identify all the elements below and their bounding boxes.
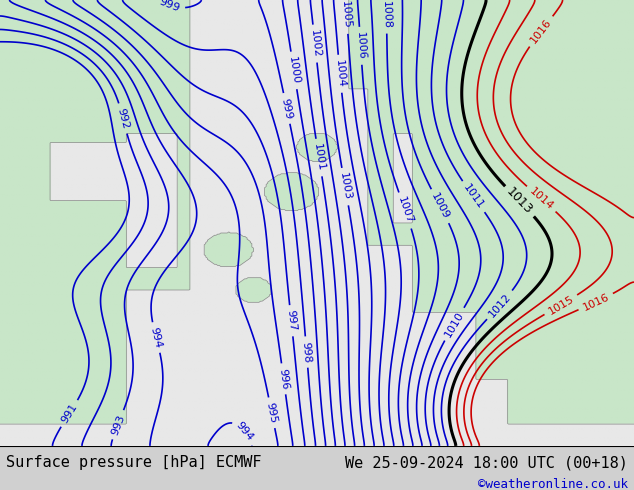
Text: 1004: 1004 (333, 59, 346, 88)
Text: 1010: 1010 (443, 310, 465, 339)
Text: 993: 993 (109, 413, 126, 437)
Text: 996: 996 (277, 368, 290, 390)
Text: We 25-09-2024 18:00 UTC (00+18): We 25-09-2024 18:00 UTC (00+18) (345, 455, 628, 470)
Text: 1013: 1013 (504, 185, 535, 217)
Text: 1003: 1003 (338, 172, 353, 201)
Text: 999: 999 (280, 97, 294, 120)
Text: 992: 992 (115, 107, 131, 130)
Text: 1001: 1001 (312, 143, 326, 172)
Text: 1008: 1008 (381, 0, 392, 29)
Text: 1009: 1009 (429, 191, 451, 221)
Text: 994: 994 (149, 326, 164, 349)
Text: 1000: 1000 (287, 56, 301, 85)
Text: 1016: 1016 (529, 17, 553, 46)
Text: 999: 999 (158, 0, 181, 14)
Text: Surface pressure [hPa] ECMWF: Surface pressure [hPa] ECMWF (6, 455, 262, 470)
Text: 1002: 1002 (309, 29, 321, 58)
Text: ©weatheronline.co.uk: ©weatheronline.co.uk (477, 478, 628, 490)
Text: 1007: 1007 (396, 196, 415, 225)
Text: 1012: 1012 (487, 291, 513, 319)
Text: 991: 991 (60, 402, 79, 425)
Text: 1005: 1005 (340, 0, 353, 29)
Text: 1014: 1014 (527, 186, 555, 212)
Text: 1015: 1015 (547, 294, 576, 316)
Text: 997: 997 (285, 310, 297, 332)
Text: 998: 998 (301, 341, 313, 363)
Text: 995: 995 (265, 401, 279, 424)
Text: 1016: 1016 (581, 292, 611, 312)
Text: 994: 994 (234, 420, 256, 443)
Text: 1011: 1011 (462, 182, 486, 211)
Text: 1006: 1006 (355, 31, 366, 60)
